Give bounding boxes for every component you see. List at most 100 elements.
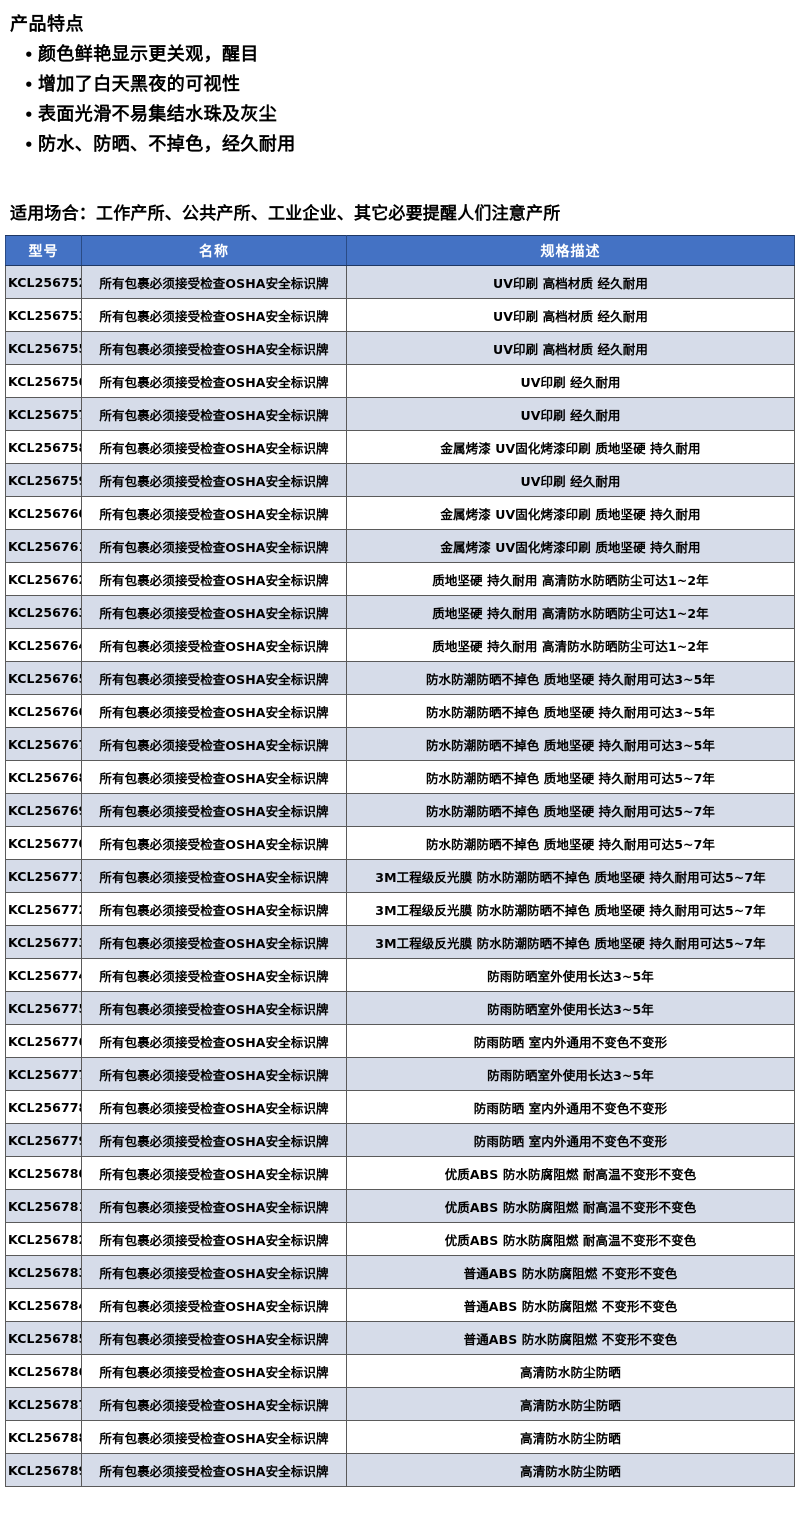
cell-model: KCL256775 (5, 991, 82, 1025)
cell-name: 所有包裹必须接受检查OSHA安全标识牌 (81, 826, 347, 860)
product-features-section: 产品特点 • 颜色鲜艳显示更关观，醒目 • 增加了白天黑夜的可视性 • 表面光滑不易集结水… (0, 0, 800, 160)
cell-model: KCL256756 (5, 364, 82, 398)
cell-model: KCL256770 (5, 826, 82, 860)
feature-item-label: 增加了白天黑夜的可视性 (38, 74, 241, 95)
cell-name: 所有包裹必须接受检查OSHA安全标识牌 (81, 496, 347, 530)
cell-spec: 高清防水防尘防晒 (346, 1387, 795, 1421)
table-row: KCL256787 所有包裹必须接受检查OSHA安全标识牌 高清防水防尘防晒 (5, 1387, 795, 1421)
table-row: KCL256765 所有包裹必须接受检查OSHA安全标识牌 防水防潮防晒不掉色 质地… (5, 661, 795, 695)
cell-model: KCL256769 (5, 793, 82, 827)
cell-model: KCL256786 (5, 1354, 82, 1388)
feature-item-label: 颜色鲜艳显示更关观，醒目 (38, 44, 259, 65)
cell-spec: 防水防潮防晒不掉色 质地坚硬 持久耐用可达5~7年 (346, 760, 795, 794)
feature-item: • 表面光滑不易集结水珠及灰尘 (24, 100, 800, 130)
cell-name: 所有包裹必须接受检查OSHA安全标识牌 (81, 1090, 347, 1124)
table-row: KCL256777 所有包裹必须接受检查OSHA安全标识牌 防雨防晒室外使用长达3~… (5, 1057, 795, 1091)
table-row: KCL256760 所有包裹必须接受检查OSHA安全标识牌 金属烤漆 UV固化烤漆印… (5, 496, 795, 530)
cell-model: KCL256777 (5, 1057, 82, 1091)
cell-name: 所有包裹必须接受检查OSHA安全标识牌 (81, 892, 347, 926)
cell-name: 所有包裹必须接受检查OSHA安全标识牌 (81, 694, 347, 728)
table-row: KCL256786 所有包裹必须接受检查OSHA安全标识牌 高清防水防尘防晒 (5, 1354, 795, 1388)
spec-table-head: 型号 名称 规格描述 (5, 235, 795, 266)
cell-spec: UV印刷 高档材质 经久耐用 (346, 298, 795, 332)
cell-name: 所有包裹必须接受检查OSHA安全标识牌 (81, 1354, 347, 1388)
table-row: KCL256755 所有包裹必须接受检查OSHA安全标识牌 UV印刷 高档材质 经久… (5, 331, 795, 365)
cell-spec: 防雨防晒 室内外通用不变色不变形 (346, 1123, 795, 1157)
cell-name: 所有包裹必须接受检查OSHA安全标识牌 (81, 991, 347, 1025)
cell-name: 所有包裹必须接受检查OSHA安全标识牌 (81, 958, 347, 992)
cell-spec: 防水防潮防晒不掉色 质地坚硬 持久耐用可达3~5年 (346, 694, 795, 728)
cell-model: KCL256780 (5, 1156, 82, 1190)
table-row: KCL256782 所有包裹必须接受检查OSHA安全标识牌 优质ABS 防水防腐阻燃… (5, 1222, 795, 1256)
table-row: KCL256762 所有包裹必须接受检查OSHA安全标识牌 质地坚硬 持久耐用 高清… (5, 562, 795, 596)
table-row: KCL256761 所有包裹必须接受检查OSHA安全标识牌 金属烤漆 UV固化烤漆印… (5, 529, 795, 563)
table-row: KCL256769 所有包裹必须接受检查OSHA安全标识牌 防水防潮防晒不掉色 质地… (5, 793, 795, 827)
cell-spec: 金属烤漆 UV固化烤漆印刷 质地坚硬 持久耐用 (346, 496, 795, 530)
bullet-dot-icon: • (24, 76, 34, 94)
cell-model: KCL256783 (5, 1255, 82, 1289)
cell-spec: 优质ABS 防水防腐阻燃 耐高温不变形不变色 (346, 1189, 795, 1223)
cell-spec: UV印刷 高档材质 经久耐用 (346, 331, 795, 365)
cell-name: 所有包裹必须接受检查OSHA安全标识牌 (81, 859, 347, 893)
column-header-name: 名称 (81, 235, 347, 266)
table-row: KCL256759 所有包裹必须接受检查OSHA安全标识牌 UV印刷 经久耐用 (5, 463, 795, 497)
table-row: KCL256758 所有包裹必须接受检查OSHA安全标识牌 金属烤漆 UV固化烤漆印… (5, 430, 795, 464)
cell-name: 所有包裹必须接受检查OSHA安全标识牌 (81, 1123, 347, 1157)
cell-name: 所有包裹必须接受检查OSHA安全标识牌 (81, 430, 347, 464)
table-row: KCL256784 所有包裹必须接受检查OSHA安全标识牌 普通ABS 防水防腐阻燃… (5, 1288, 795, 1322)
feature-item-label: 防水、防晒、不掉色，经久耐用 (38, 134, 296, 155)
table-row: KCL256789 所有包裹必须接受检查OSHA安全标识牌 高清防水防尘防晒 (5, 1453, 795, 1487)
cell-spec: UV印刷 经久耐用 (346, 463, 795, 497)
cell-name: 所有包裹必须接受检查OSHA安全标识牌 (81, 397, 347, 431)
cell-model: KCL256766 (5, 694, 82, 728)
cell-model: KCL256782 (5, 1222, 82, 1256)
cell-spec: 高清防水防尘防晒 (346, 1453, 795, 1487)
cell-name: 所有包裹必须接受检查OSHA安全标识牌 (81, 1255, 347, 1289)
cell-model: KCL256761 (5, 529, 82, 563)
cell-name: 所有包裹必须接受检查OSHA安全标识牌 (81, 595, 347, 629)
cell-model: KCL256785 (5, 1321, 82, 1355)
cell-model: KCL256767 (5, 727, 82, 761)
table-row: KCL256756 所有包裹必须接受检查OSHA安全标识牌 UV印刷 经久耐用 (5, 364, 795, 398)
table-row: KCL256771 所有包裹必须接受检查OSHA安全标识牌 3M工程级反光膜 防水防… (5, 859, 795, 893)
cell-name: 所有包裹必须接受检查OSHA安全标识牌 (81, 661, 347, 695)
table-row: KCL256773 所有包裹必须接受检查OSHA安全标识牌 3M工程级反光膜 防水防… (5, 925, 795, 959)
cell-name: 所有包裹必须接受检查OSHA安全标识牌 (81, 562, 347, 596)
cell-spec: 防雨防晒室外使用长达3~5年 (346, 1057, 795, 1091)
table-row: KCL256788 所有包裹必须接受检查OSHA安全标识牌 高清防水防尘防晒 (5, 1420, 795, 1454)
table-row: KCL256778 所有包裹必须接受检查OSHA安全标识牌 防雨防晒 室内外通用不变… (5, 1090, 795, 1124)
cell-name: 所有包裹必须接受检查OSHA安全标识牌 (81, 1387, 347, 1421)
cell-spec: UV印刷 经久耐用 (346, 397, 795, 431)
table-row: KCL256763 所有包裹必须接受检查OSHA安全标识牌 质地坚硬 持久耐用 高清… (5, 595, 795, 629)
cell-spec: 优质ABS 防水防腐阻燃 耐高温不变形不变色 (346, 1156, 795, 1190)
cell-model: KCL256778 (5, 1090, 82, 1124)
cell-model: KCL256787 (5, 1387, 82, 1421)
features-list: • 颜色鲜艳显示更关观，醒目 • 增加了白天黑夜的可视性 • 表面光滑不易集结水珠及灰尘 •… (10, 40, 800, 160)
cell-model: KCL256788 (5, 1420, 82, 1454)
cell-name: 所有包裹必须接受检查OSHA安全标识牌 (81, 793, 347, 827)
cell-model: KCL256776 (5, 1024, 82, 1058)
cell-spec: 质地坚硬 持久耐用 高清防水防晒防尘可达1~2年 (346, 562, 795, 596)
cell-name: 所有包裹必须接受检查OSHA安全标识牌 (81, 1453, 347, 1487)
cell-spec: 高清防水防尘防晒 (346, 1420, 795, 1454)
feature-item: • 颜色鲜艳显示更关观，醒目 (24, 40, 800, 70)
cell-spec: 3M工程级反光膜 防水防潮防晒不掉色 质地坚硬 持久耐用可达5~7年 (346, 892, 795, 926)
cell-spec: 防水防潮防晒不掉色 质地坚硬 持久耐用可达3~5年 (346, 661, 795, 695)
cell-model: KCL256760 (5, 496, 82, 530)
cell-spec: 防水防潮防晒不掉色 质地坚硬 持久耐用可达3~5年 (346, 727, 795, 761)
bullet-dot-icon: • (24, 106, 34, 124)
table-row: KCL256785 所有包裹必须接受检查OSHA安全标识牌 普通ABS 防水防腐阻燃… (5, 1321, 795, 1355)
cell-spec: 防雨防晒室外使用长达3~5年 (346, 991, 795, 1025)
cell-spec: 高清防水防尘防晒 (346, 1354, 795, 1388)
cell-model: KCL256774 (5, 958, 82, 992)
cell-model: KCL256755 (5, 331, 82, 365)
cell-spec: 防雨防晒室外使用长达3~5年 (346, 958, 795, 992)
cell-model: KCL256759 (5, 463, 82, 497)
cell-name: 所有包裹必须接受检查OSHA安全标识牌 (81, 265, 347, 299)
feature-item: • 防水、防晒、不掉色，经久耐用 (24, 130, 800, 160)
cell-model: KCL256763 (5, 595, 82, 629)
cell-name: 所有包裹必须接受检查OSHA安全标识牌 (81, 1288, 347, 1322)
table-row: KCL256781 所有包裹必须接受检查OSHA安全标识牌 优质ABS 防水防腐阻燃… (5, 1189, 795, 1223)
cell-model: KCL256773 (5, 925, 82, 959)
cell-spec: 金属烤漆 UV固化烤漆印刷 质地坚硬 持久耐用 (346, 529, 795, 563)
